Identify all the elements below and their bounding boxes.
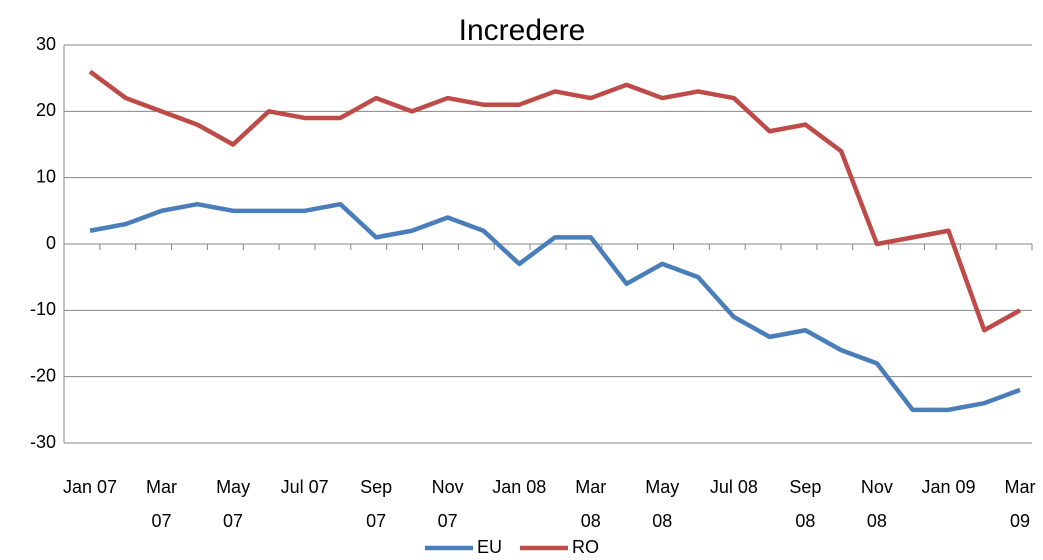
y-tick-label: 10 [36,166,56,186]
x-tick-label: May 07 [216,477,250,531]
y-tick-label: -30 [30,432,56,452]
x-tick-label: Sep 08 [789,477,821,531]
x-tick-label: Mar 08 [575,477,606,531]
x-tick-label: Nov 07 [432,477,464,531]
legend-label: RO [572,537,599,557]
x-tick-label: Jul 07 [281,477,329,497]
x-tick-label: Mar 07 [146,477,177,531]
line-series [89,201,1021,413]
y-tick-label: 30 [36,34,56,54]
y-tick-label: -20 [30,365,56,385]
y-tick-label: 0 [46,233,56,253]
x-tick-label: Jan 07 [63,477,117,497]
y-tick-label: -10 [30,299,56,319]
chart-title: Incredere [459,14,586,47]
legend-label: EU [477,537,502,557]
x-tick-label: Sep 07 [360,477,392,531]
x-tick-label: Jan 08 [492,477,546,497]
y-tick-label: 20 [36,100,56,120]
x-tick-label: Jul 08 [710,477,758,497]
line-series [88,69,1022,333]
x-tick-label: Mar 09 [1005,477,1036,531]
x-tick-label: May 08 [645,477,679,531]
x-tick-label: Nov 08 [861,477,893,531]
x-tick-label: Jan 09 [921,477,975,497]
